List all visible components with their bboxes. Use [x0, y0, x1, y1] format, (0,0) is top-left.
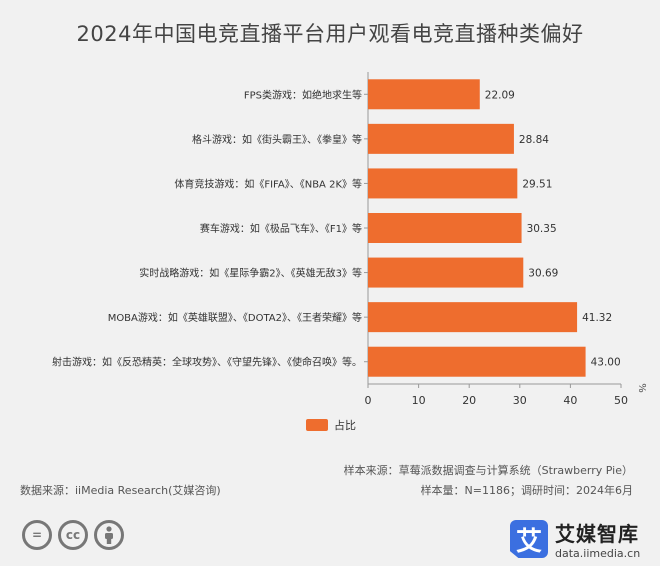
category-label: FPS类游戏：如绝地求生等 — [244, 88, 362, 101]
value-label: 30.35 — [527, 223, 557, 235]
x-tick-label: 50 — [614, 394, 628, 407]
bar — [368, 257, 524, 288]
value-label: 22.09 — [485, 89, 515, 101]
category-label: 实时战略游戏：如《星际争霸2》、《英雄无敌3》等 — [139, 267, 362, 280]
category-label: MOBA游戏：如《英雄联盟》、《DOTA2》、《王者荣耀》等 — [108, 311, 362, 324]
bar — [368, 79, 480, 110]
bar — [368, 123, 514, 154]
x-tick-label: 40 — [563, 394, 577, 407]
brand-mark: 艾 — [510, 520, 548, 558]
legend-swatch — [306, 419, 328, 431]
category-label: 格斗游戏：如《街头霸王》、《拳皇》等 — [192, 133, 362, 146]
no-derivatives-icon: = — [22, 520, 52, 550]
value-label: 29.51 — [522, 178, 552, 190]
sample-source: 样本来源：草莓派数据调查与计算系统（Strawberry Pie） — [343, 464, 633, 477]
x-tick-label: 20 — [462, 394, 476, 407]
creative-commons-icon: cc — [58, 520, 88, 550]
legend: 占比 — [306, 417, 356, 433]
bar — [368, 346, 586, 377]
bar — [368, 302, 578, 333]
x-unit-label: % — [636, 383, 647, 393]
value-label: 43.00 — [591, 357, 621, 369]
chart-title: 2024年中国电竞直播平台用户观看电竞直播种类偏好 — [76, 22, 584, 46]
brand-logo: 艾 艾媒智库 data.iimedia.cn — [510, 518, 640, 560]
sample-size: 样本量：N=1186；调研时间：2024年6月 — [420, 484, 633, 497]
data-source: 数据来源：iiMedia Research(艾媒咨询) — [20, 484, 221, 497]
person-icon — [105, 526, 113, 544]
brand-url: data.iimedia.cn — [555, 547, 641, 560]
value-label: 30.69 — [528, 268, 558, 280]
value-label: 28.84 — [519, 134, 549, 146]
category-label: 射击游戏：如《反恐精英：全球攻势》、《守望先锋》、《使命召唤》等。 — [52, 356, 362, 369]
bar-chart: 0 10 20 30 40 50% FPS类游戏：如绝地求生等 22.09 格斗游戏：如《街头霸… — [52, 72, 647, 407]
legend-label: 占比 — [334, 419, 356, 432]
brand-name: 艾媒智库 — [555, 522, 639, 546]
license-icons: = cc — [22, 520, 124, 550]
category-label: 体育竞技游戏：如《FIFA》、《NBA 2K》等 — [174, 177, 362, 190]
category-label: 赛车游戏：如《极品飞车》、《F1》等 — [200, 222, 362, 235]
x-tick-label: 30 — [513, 394, 527, 407]
bar — [368, 168, 518, 199]
bar — [368, 213, 522, 243]
attribution-icon — [94, 520, 124, 550]
x-tick-label: 0 — [365, 394, 372, 407]
value-label: 41.32 — [582, 312, 612, 324]
x-tick-label: 10 — [412, 394, 426, 407]
